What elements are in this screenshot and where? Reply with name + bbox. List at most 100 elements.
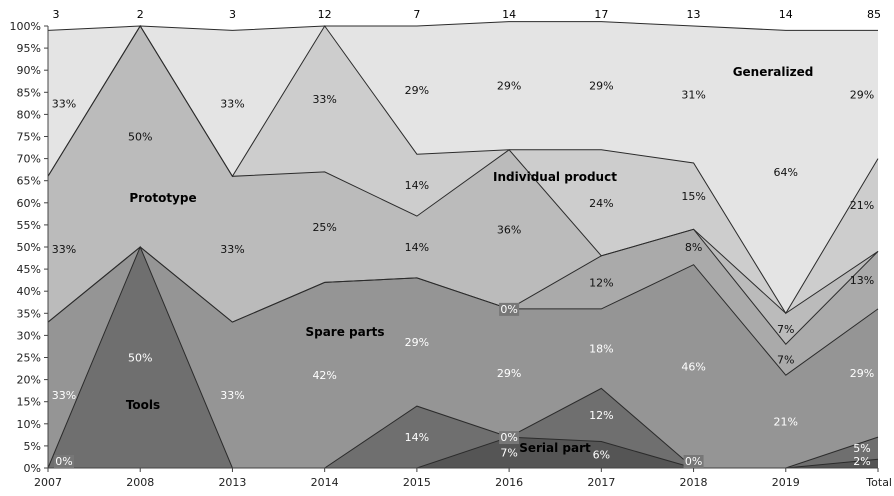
segment-percent-label: 42% xyxy=(312,369,336,382)
segment-percent-label: 29% xyxy=(850,367,874,380)
segment-percent-label: 21% xyxy=(774,416,798,429)
segment-percent-label: 14% xyxy=(405,241,429,254)
series-3-boundary-line xyxy=(47,228,879,345)
individual-product-area xyxy=(48,26,878,314)
sample-count-label: 3 xyxy=(229,8,236,21)
spare-parts-name-label: Spare parts xyxy=(305,325,384,339)
segment-percent-label: 33% xyxy=(52,97,76,110)
segment-percent-label: 50% xyxy=(128,352,152,365)
individual-product-name-label: Individual product xyxy=(493,170,617,184)
individual-product-boundary-line xyxy=(47,25,879,315)
serial-part-name-label: Serial part xyxy=(519,441,591,455)
y-tick-label: 10% xyxy=(17,418,41,431)
segment-percent-label: 29% xyxy=(405,84,429,97)
y-tick-label: 80% xyxy=(17,108,41,121)
y-tick-label: 15% xyxy=(17,396,41,409)
y-tick-label: 75% xyxy=(17,131,41,144)
series-name-labels: Serial part Tools Spare parts Prototype Indi… xyxy=(126,65,813,455)
zero-label-badge xyxy=(499,302,520,316)
generalized-name-label: Generalized xyxy=(733,65,814,79)
y-tick-label: 90% xyxy=(17,64,41,77)
segment-percent-label: 0% xyxy=(685,455,702,468)
segment-percent-label: 64% xyxy=(774,166,798,179)
segment-percent-label: 31% xyxy=(681,89,705,102)
prototype-area xyxy=(48,26,878,345)
segment-percent-label: 7% xyxy=(500,447,517,460)
zero-label-badge xyxy=(54,455,74,468)
sample-count-label: 7 xyxy=(413,8,420,21)
segment-percent-label: 33% xyxy=(52,243,76,256)
spare-parts-area xyxy=(48,247,878,468)
zero-label-badge xyxy=(499,431,520,445)
y-tick-label: 30% xyxy=(17,329,41,342)
segment-percent-label: 14% xyxy=(405,179,429,192)
serial-part-area xyxy=(48,437,878,468)
y-tick-label: 70% xyxy=(17,153,41,166)
segment-percent-label: 6% xyxy=(593,449,610,462)
segment-percent-label: 46% xyxy=(681,360,705,373)
x-tick-label: 2008 xyxy=(126,476,154,489)
y-tick-label: 0% xyxy=(24,462,41,475)
segment-percent-label: 33% xyxy=(220,243,244,256)
x-tick-label: 2014 xyxy=(311,476,339,489)
x-tick-label: 2013 xyxy=(218,476,246,489)
y-tick-label: 100% xyxy=(10,20,41,33)
segment-percent-label: 12% xyxy=(589,276,613,289)
series-3-area xyxy=(48,229,878,376)
segment-percent-label: 14% xyxy=(405,431,429,444)
segment-percent-label: 21% xyxy=(850,199,874,212)
segment-percent-label: 13% xyxy=(850,274,874,287)
zero-label-badge xyxy=(683,455,704,468)
segment-percent-label: 29% xyxy=(405,336,429,349)
segment-labels: 7% 6% 0% 2% 0% 50% 14% 0% 12% 5% 33% 33% 42% 29% 29% 18… xyxy=(52,80,874,468)
tools-name-label: Tools xyxy=(126,398,160,412)
segment-percent-label: 29% xyxy=(589,80,613,93)
segment-percent-label: 36% xyxy=(497,223,521,236)
segment-percent-label: 12% xyxy=(589,409,613,422)
sample-count-label: 2 xyxy=(137,8,144,21)
segment-percent-label: 7% xyxy=(777,354,794,367)
area-layers xyxy=(48,21,878,468)
segment-percent-label: 8% xyxy=(685,241,702,254)
y-tick-label: 55% xyxy=(17,219,41,232)
segment-percent-label: 33% xyxy=(220,97,244,110)
y-tick-label: 85% xyxy=(17,86,41,99)
x-tick-label: 2018 xyxy=(680,476,708,489)
segment-percent-label: 25% xyxy=(312,221,336,234)
segment-percent-label: 5% xyxy=(853,442,870,455)
segment-percent-label: 24% xyxy=(589,197,613,210)
x-tick-label: 2015 xyxy=(403,476,431,489)
sample-count-label: 13 xyxy=(687,8,701,21)
segment-percent-label: 15% xyxy=(681,190,705,203)
y-tick-label: 25% xyxy=(17,352,41,365)
axes: 0%5%10%15%20%25%30%35%40%45%50%55%60%65%… xyxy=(10,8,892,489)
sample-count-label: 14 xyxy=(779,8,793,21)
y-tick-label: 60% xyxy=(17,197,41,210)
y-tick-label: 65% xyxy=(17,175,41,188)
segment-percent-label: 0% xyxy=(500,303,517,316)
sample-count-label: 3 xyxy=(53,8,60,21)
x-tick-label: 2016 xyxy=(495,476,523,489)
segment-percent-label: 29% xyxy=(850,89,874,102)
generalized-area xyxy=(48,21,878,314)
sample-count-label: 14 xyxy=(502,8,516,21)
segment-percent-label: 33% xyxy=(220,389,244,402)
sample-count-label: 85 xyxy=(867,8,881,21)
y-tick-label: 20% xyxy=(17,374,41,387)
sample-count-label: 17 xyxy=(594,8,608,21)
y-tick-label: 95% xyxy=(17,42,41,55)
segment-percent-label: 33% xyxy=(312,93,336,106)
segment-percent-label: 33% xyxy=(52,389,76,402)
y-tick-label: 35% xyxy=(17,307,41,320)
segment-percent-label: 18% xyxy=(589,343,613,356)
y-tick-label: 50% xyxy=(17,241,41,254)
generalized-boundary-line xyxy=(47,21,878,31)
segment-percent-label: 0% xyxy=(500,431,517,444)
segment-percent-label: 2% xyxy=(853,455,870,468)
prototype-name-label: Prototype xyxy=(129,191,196,205)
segment-percent-label: 50% xyxy=(128,131,152,144)
y-tick-label: 5% xyxy=(24,440,41,453)
segment-percent-label: 0% xyxy=(55,455,72,468)
x-tick-label: 2007 xyxy=(34,476,62,489)
